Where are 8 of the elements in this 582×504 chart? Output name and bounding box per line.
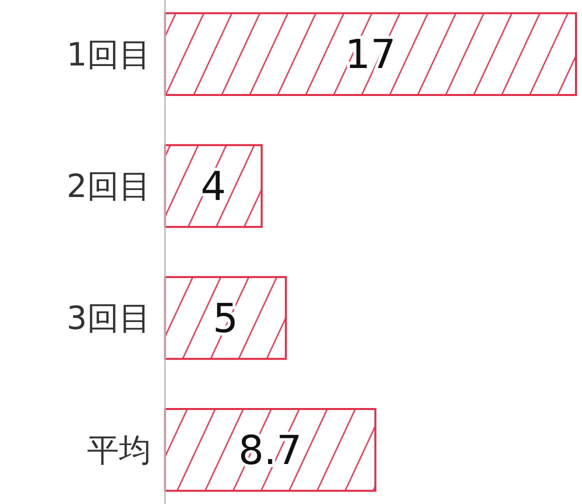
bar [164,12,577,96]
bar [164,276,287,360]
bar [164,408,376,492]
y-tick-label: 平均 [87,431,151,470]
y-tick-label: 1回目 [66,35,151,74]
y-tick-label: 3回目 [66,299,151,338]
y-tick-label: 2回目 [66,167,151,206]
bar [164,144,263,228]
